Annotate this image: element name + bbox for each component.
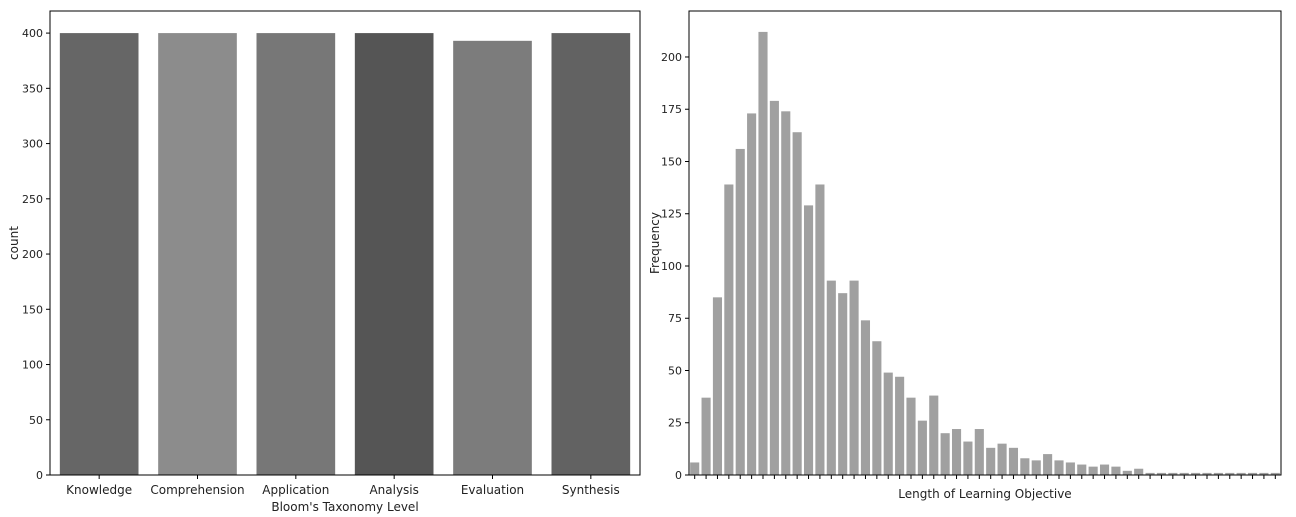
length-y-tick-label: 50 xyxy=(668,364,682,377)
bloom-x-tick-label: Synthesis xyxy=(562,483,620,497)
bloom-x-tick-label: Application xyxy=(262,483,329,497)
length-bar xyxy=(883,372,893,475)
bloom-plot-frame xyxy=(49,10,641,476)
bloom-y-tick-label: 0 xyxy=(36,469,43,482)
length-y-tick-label: 125 xyxy=(661,208,682,221)
length-bar xyxy=(1168,472,1178,475)
bloom-bar-application xyxy=(256,33,336,475)
length-bar xyxy=(1008,447,1019,475)
length-y-tick-label: 200 xyxy=(661,51,682,64)
bloom-bar-evaluation xyxy=(453,40,532,475)
length-bar xyxy=(747,113,757,475)
length-y-tick-label: 175 xyxy=(661,103,682,116)
bloom-y-tick-label: 250 xyxy=(22,193,43,206)
bloom-x-tick-label: Knowledge xyxy=(66,483,132,497)
bloom-count-chart: 0 50 100 150 200 250 300 350 400 Knowledge Compre… xyxy=(7,10,641,514)
length-bar xyxy=(929,395,939,475)
length-x-ticks xyxy=(694,475,1276,479)
bloom-bar-comprehension xyxy=(158,33,237,475)
length-bar xyxy=(690,462,700,475)
bloom-bar-analysis xyxy=(354,33,434,475)
length-bar xyxy=(1134,468,1144,475)
length-plot-frame xyxy=(688,10,1282,476)
bloom-x-tick-label: Evaluation xyxy=(461,483,524,497)
length-bar xyxy=(712,297,723,475)
length-bar xyxy=(860,320,871,475)
length-bar xyxy=(940,433,950,475)
length-bar xyxy=(1179,472,1189,475)
bloom-y-tick-label: 350 xyxy=(22,82,43,95)
bloom-y-ticks: 0 50 100 150 200 250 300 350 400 xyxy=(22,27,50,482)
length-bar xyxy=(963,441,973,475)
bloom-y-tick-label: 200 xyxy=(22,248,43,261)
length-bars xyxy=(690,31,1280,476)
length-bar xyxy=(1145,472,1155,475)
length-bar xyxy=(986,447,996,475)
length-bar xyxy=(1191,472,1201,475)
length-bar xyxy=(724,184,734,475)
bloom-bars xyxy=(59,33,631,475)
length-bar xyxy=(1202,472,1212,475)
length-frequency-chart: 0 25 50 75 100 125 150 175 200 Length of Learnin… xyxy=(648,10,1282,501)
length-bar xyxy=(769,100,779,475)
length-bar xyxy=(1054,460,1064,475)
bloom-x-tick-label: Comprehension xyxy=(150,483,244,497)
length-bar xyxy=(838,293,848,475)
length-bar xyxy=(701,397,711,475)
bloom-x-axis-label: Bloom's Taxonomy Level xyxy=(271,500,418,514)
length-bar xyxy=(1043,454,1053,475)
length-y-tick-label: 0 xyxy=(675,469,682,482)
length-bar xyxy=(1259,472,1269,475)
length-bar xyxy=(792,132,802,475)
bloom-x-ticks: Knowledge Comprehension Application Analysi… xyxy=(66,475,620,497)
bloom-bar-knowledge xyxy=(59,33,139,475)
length-y-tick-label: 25 xyxy=(668,417,682,430)
bloom-bar-synthesis xyxy=(551,33,631,475)
length-bar xyxy=(906,397,916,475)
length-bar xyxy=(1236,472,1246,475)
length-y-axis-label: Frequency xyxy=(648,212,662,274)
length-bar xyxy=(1122,470,1132,475)
length-bar xyxy=(951,429,962,475)
length-bar xyxy=(758,31,768,475)
bloom-y-tick-label: 400 xyxy=(22,27,43,40)
length-bar xyxy=(895,376,905,475)
length-bar xyxy=(1099,464,1110,475)
bloom-y-tick-label: 50 xyxy=(29,414,43,427)
length-bar xyxy=(1088,466,1098,475)
bloom-y-axis-label: count xyxy=(7,226,21,260)
length-bar xyxy=(1020,458,1030,475)
length-bar xyxy=(997,443,1007,475)
length-bar xyxy=(781,111,791,475)
length-y-ticks: 0 25 50 75 100 125 150 175 200 xyxy=(661,51,689,482)
length-bar xyxy=(1213,472,1223,475)
length-bar xyxy=(974,429,984,475)
length-bar xyxy=(1247,472,1258,475)
length-bar xyxy=(1225,472,1235,475)
length-bar xyxy=(1077,464,1087,475)
bloom-x-tick-label: Analysis xyxy=(369,483,418,497)
length-bar xyxy=(815,184,825,475)
length-y-tick-label: 150 xyxy=(661,155,682,168)
length-x-axis-label: Length of Learning Objective xyxy=(898,487,1071,501)
length-bar xyxy=(735,148,745,475)
bloom-y-tick-label: 150 xyxy=(22,303,43,316)
length-bar xyxy=(1065,462,1075,475)
length-bar xyxy=(803,205,814,476)
length-bar xyxy=(1270,472,1280,475)
length-bar xyxy=(1031,460,1041,475)
length-bar xyxy=(1111,466,1121,475)
length-y-tick-label: 75 xyxy=(668,312,682,325)
bloom-y-tick-label: 300 xyxy=(22,138,43,151)
length-bar xyxy=(849,280,859,475)
length-bar xyxy=(1156,472,1167,475)
length-bar xyxy=(917,420,927,475)
length-bar xyxy=(872,341,882,475)
length-bar xyxy=(826,280,836,475)
length-y-tick-label: 100 xyxy=(661,260,682,273)
bloom-y-tick-label: 100 xyxy=(22,359,43,372)
